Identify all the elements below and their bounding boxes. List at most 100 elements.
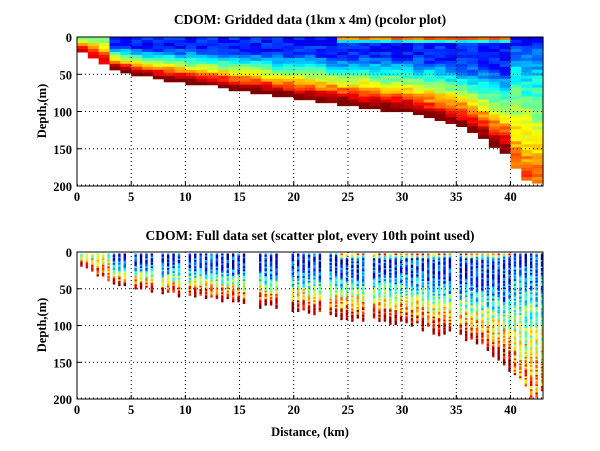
scatter-point [139, 274, 143, 277]
heatmap-cell [456, 93, 468, 98]
scatter-point [535, 394, 538, 397]
scatter-point [296, 259, 300, 262]
scatter-point [378, 276, 381, 279]
scatter-point [134, 282, 137, 285]
scatter-point [215, 272, 219, 275]
scatter-point [481, 332, 484, 335]
heatmap-cell [109, 66, 121, 71]
scatter-point [362, 274, 365, 277]
scatter-point [502, 327, 506, 330]
scatter-point [405, 280, 408, 283]
scatter-point [275, 255, 278, 258]
heatmap-cell [499, 96, 512, 101]
scatter-point [215, 279, 219, 282]
scatter-point [540, 256, 544, 259]
scatter-point [529, 345, 533, 348]
scatter-point [524, 266, 527, 269]
scatter-point [535, 356, 538, 359]
scatter-point [535, 344, 538, 347]
scatter-point [443, 331, 446, 334]
heatmap-cell [163, 42, 176, 47]
scatter-point [399, 289, 403, 292]
scatter-point [437, 319, 441, 322]
scatter-point [194, 289, 197, 292]
scatter-point [475, 298, 479, 301]
scatter-point [139, 277, 143, 280]
scatter-point [139, 256, 143, 259]
scatter-point [508, 292, 511, 295]
heatmap-cell [347, 69, 360, 74]
heatmap-cell [272, 87, 284, 92]
scatter-point [204, 284, 208, 287]
heatmap-cell [196, 60, 208, 65]
scatter-point [372, 308, 376, 311]
heatmap-cell [337, 66, 349, 71]
scatter-point [540, 379, 544, 382]
scatter-point [372, 272, 376, 275]
scatter-point [432, 274, 435, 277]
scatter-point [399, 256, 403, 259]
scatter-point [535, 303, 538, 306]
scatter-point [513, 363, 517, 366]
heatmap-cell [488, 84, 501, 89]
scatter-point [497, 339, 500, 342]
scatter-point [497, 258, 500, 261]
scatter-point [443, 332, 446, 335]
scatter-point [410, 306, 414, 309]
scatter-point [188, 284, 192, 287]
scatter-point [231, 276, 235, 279]
scatter-point [508, 271, 511, 274]
heatmap-cell [510, 60, 522, 65]
scatter-point [334, 300, 338, 303]
scatter-point [362, 319, 365, 322]
scatter-point [172, 274, 175, 277]
scatter-point [372, 276, 376, 279]
scatter-point [502, 266, 506, 269]
scatter-point [259, 255, 262, 258]
scatter-point [166, 259, 170, 262]
scatter-point [540, 360, 544, 363]
scatter-point [427, 298, 430, 301]
scatter-point [318, 264, 322, 267]
heatmap-cell [185, 57, 197, 62]
scatter-point [210, 276, 213, 279]
heatmap-cell [391, 66, 403, 71]
scatter-point [481, 311, 484, 314]
scatter-point [242, 269, 246, 272]
scatter-point [394, 295, 397, 298]
heatmap-cell [239, 87, 251, 92]
heatmap-cell [369, 90, 382, 95]
scatter-point [405, 290, 408, 293]
scatter-point [318, 292, 322, 295]
heatmap-cell [131, 57, 143, 62]
heatmap-cell [261, 51, 273, 56]
heatmap-cell [315, 84, 327, 89]
scatter-point [524, 350, 527, 353]
scatter-point [166, 253, 170, 256]
scatter-point [486, 344, 490, 347]
heatmap-cell [347, 87, 360, 92]
heatmap-cell [380, 39, 392, 44]
scatter-point [264, 303, 267, 306]
scatter-point [524, 327, 527, 330]
heatmap-cell [532, 48, 544, 53]
heatmap-cell [477, 111, 490, 116]
scatter-point [416, 316, 419, 319]
scatter-point [486, 324, 490, 327]
scatter-point [329, 256, 332, 259]
scatter-point [394, 306, 397, 309]
scatter-point [372, 303, 376, 306]
heatmap-cell [369, 37, 382, 41]
scatter-point [231, 282, 235, 285]
scatter-point [427, 284, 430, 287]
heatmap-cell [87, 45, 100, 50]
scatter-point [529, 261, 533, 264]
scatter-point [362, 318, 365, 321]
scatter-point [340, 258, 343, 261]
scatter-point [378, 253, 381, 256]
heatmap-cell [521, 177, 533, 181]
scatter-point [448, 264, 452, 267]
scatter-point [259, 256, 262, 259]
scatter-point [383, 314, 387, 317]
heatmap-cell [293, 42, 306, 47]
